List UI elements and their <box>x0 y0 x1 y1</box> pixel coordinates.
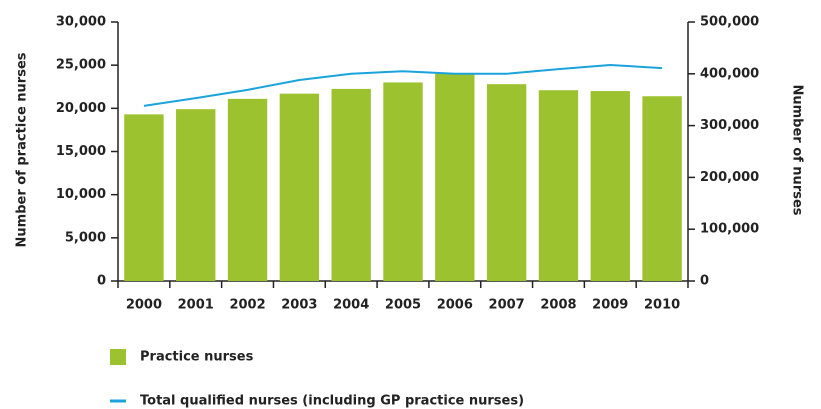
legend-label: Practice nurses <box>140 350 254 365</box>
x-tick-label: 2001 <box>178 298 214 313</box>
x-tick-label: 2002 <box>229 298 265 313</box>
bar <box>331 88 371 282</box>
x-tick-label: 2006 <box>437 298 473 313</box>
y-tick-label: 25,000 <box>56 58 106 73</box>
bar <box>124 114 164 281</box>
bar <box>435 73 475 281</box>
y2-tick-label: 500,000 <box>700 15 759 30</box>
y2-tick-label: 0 <box>700 274 709 289</box>
y2-tick-label: 100,000 <box>700 222 759 237</box>
bar <box>642 96 682 281</box>
x-tick-label: 2003 <box>281 298 317 313</box>
x-tick-label: 2007 <box>489 298 525 313</box>
y-tick-label: 5,000 <box>65 230 106 245</box>
x-tick-label: 2008 <box>540 298 576 313</box>
legend-swatch <box>110 349 126 365</box>
bar <box>538 90 579 281</box>
bar <box>176 109 216 282</box>
x-tick-label: 2005 <box>385 298 421 313</box>
line <box>143 63 663 107</box>
x-tick-label: 2000 <box>126 298 162 313</box>
bar <box>383 82 423 281</box>
legend-label: Total qualified nurses (including GP pra… <box>140 394 524 409</box>
y2-tick-label: 400,000 <box>700 66 759 81</box>
y2-axis-label: Number of nurses <box>790 84 805 215</box>
bar <box>279 93 320 281</box>
y2-tick-label: 200,000 <box>700 170 759 185</box>
x-tick-label: 2010 <box>644 298 680 313</box>
y-tick-label: 30,000 <box>56 15 106 30</box>
y-axis-label: Number of practice nurses <box>15 52 30 247</box>
bar <box>590 91 630 281</box>
y-tick-label: 10,000 <box>56 187 106 202</box>
bar <box>227 98 268 281</box>
bar <box>486 84 527 281</box>
y2-tick-label: 300,000 <box>700 118 759 133</box>
y-tick-label: 0 <box>97 274 106 289</box>
y-tick-label: 15,000 <box>56 144 106 159</box>
x-tick-label: 2004 <box>333 298 369 313</box>
x-tick-label: 2009 <box>592 298 628 313</box>
y-tick-label: 20,000 <box>56 101 106 116</box>
